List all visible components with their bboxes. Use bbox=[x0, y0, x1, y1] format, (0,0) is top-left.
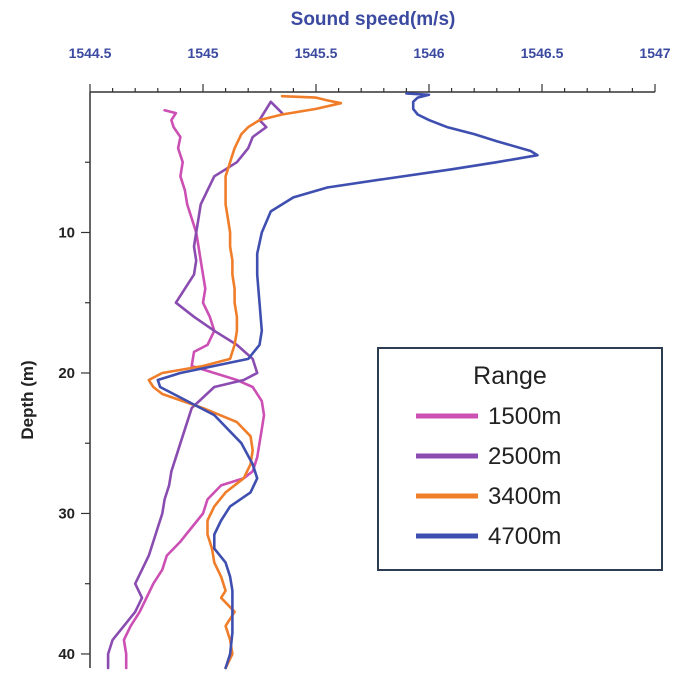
series-line-1500m bbox=[122, 109, 266, 670]
x-tick-label: 1545.5 bbox=[295, 45, 338, 61]
axes: 1544.5 1545 1545.5 1546 1546.5 1547 10 20 30 40 De… bbox=[18, 45, 671, 668]
y-tick-label: 40 bbox=[58, 646, 75, 663]
x-tick-label: 1544.5 bbox=[69, 45, 112, 61]
x-tick-label: 1547 bbox=[639, 45, 670, 61]
chart-title: Sound speed(m/s) bbox=[291, 9, 456, 30]
legend-title: Range bbox=[473, 362, 547, 390]
legend-label-1500m: 1500m bbox=[488, 403, 561, 430]
series-line-3400m bbox=[147, 94, 343, 670]
x-tick-label: 1546.5 bbox=[521, 45, 564, 61]
y-tick-label: 10 bbox=[58, 224, 75, 241]
y-axis-label: Depth (m) bbox=[18, 360, 37, 439]
x-tick-label: 1546 bbox=[413, 45, 444, 61]
y-tick-label: 30 bbox=[58, 505, 75, 522]
legend-label-2500m: 2500m bbox=[488, 443, 561, 470]
legend-label-4700m: 4700m bbox=[488, 523, 561, 550]
y-tick-label: 20 bbox=[58, 365, 75, 382]
series-line-2500m bbox=[106, 100, 284, 670]
legend-box bbox=[377, 347, 663, 571]
series-line-4700m bbox=[156, 92, 539, 670]
legend-label-3400m: 3400m bbox=[488, 483, 561, 510]
x-tick-label: 1545 bbox=[187, 45, 218, 61]
legend: Range 1500m 2500m 3400m 4700m bbox=[377, 347, 663, 571]
series-layer bbox=[106, 92, 539, 670]
